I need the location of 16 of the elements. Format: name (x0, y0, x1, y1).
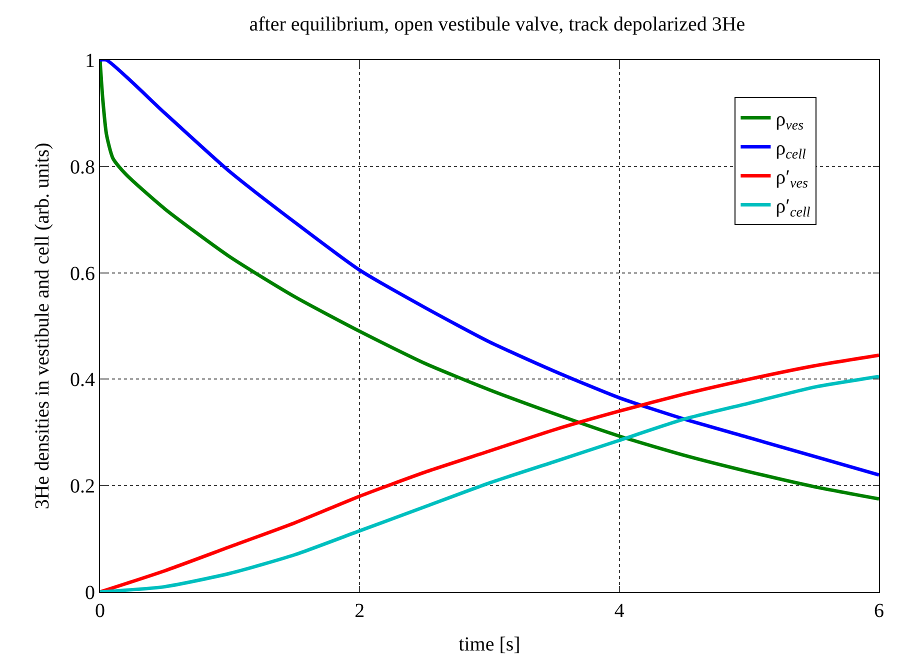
legend-label: ρ$_{ves}$ (776, 108, 804, 134)
x-tick-label: 4 (614, 600, 624, 622)
y-tick-label: 0.6 (70, 262, 95, 285)
y-tick-label: 0.2 (70, 476, 95, 498)
y-tick-label: 1 (85, 50, 95, 72)
chart-title: after equilibrium, open vestibule valve, track depolarized 3He (249, 14, 746, 36)
legend-label: ρ$_{cell}$ (776, 138, 806, 163)
y-tick-label: 0.8 (70, 156, 95, 178)
y-tick-label: 0 (85, 582, 95, 604)
x-tick-label: 6 (874, 600, 884, 622)
legend-label: ρ′$_{ves}$ (776, 166, 808, 192)
y-axis-title: 3He densities in vestibule and cell (arb. units) (32, 142, 54, 510)
y-tick-label: 0.4 (70, 369, 95, 392)
legend-label: ρ′$_{cell}$ (776, 196, 810, 221)
x-tick-label: 2 (354, 600, 365, 622)
x-axis-title: time [s] (458, 634, 520, 656)
